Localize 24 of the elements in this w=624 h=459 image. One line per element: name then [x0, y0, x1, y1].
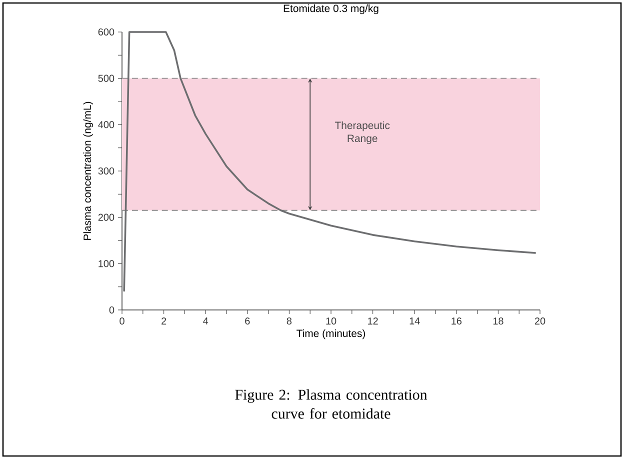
line-series: [123, 31, 537, 292]
band-label: Therapeutic Range: [334, 121, 390, 144]
y-tick-label: 300: [98, 167, 114, 175]
x-tick-label: 6: [245, 317, 250, 325]
x-axis-title: Time (minutes): [296, 329, 366, 340]
x-tick-label: 8: [286, 317, 292, 325]
y-tick-label: 400: [98, 121, 114, 128]
x-tick-label: 10: [326, 317, 336, 325]
x-tick-label: 20: [534, 317, 546, 325]
x-tick-label: 12: [368, 317, 378, 324]
y-tick-label: 500: [98, 74, 114, 82]
x-tick-label: 4: [203, 317, 208, 324]
x-tick-label: 14: [410, 317, 420, 324]
y-tick-label: 200: [98, 214, 114, 221]
x-tick-label: 16: [452, 317, 462, 325]
chart-title: Etomidate 0.3 mg/kg: [284, 4, 378, 14]
y-tick-label: 0: [109, 306, 114, 314]
x-tick-label: 2: [162, 317, 166, 324]
y-tick-label: 100: [98, 260, 114, 268]
y-tick-label: 600: [98, 28, 114, 36]
y-axis-title: Plasma concentration (ng/mL): [83, 102, 94, 240]
x-tick-label: 0: [120, 317, 124, 325]
caption: Figure 2: Plasma concentration curve for etomidate: [235, 389, 428, 419]
x-tick-label: 18: [493, 317, 504, 325]
